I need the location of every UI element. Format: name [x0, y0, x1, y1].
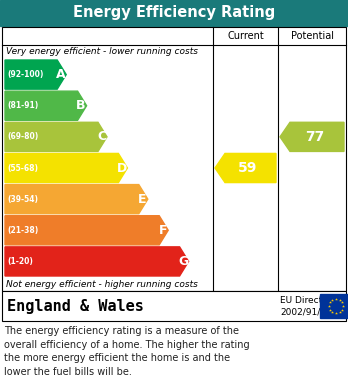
Text: Current: Current — [227, 31, 264, 41]
Polygon shape — [5, 185, 148, 214]
Text: (1-20): (1-20) — [7, 257, 33, 266]
Bar — [320, 294, 348, 318]
Text: (21-38): (21-38) — [7, 226, 38, 235]
Bar — [0, 0, 348, 26]
Polygon shape — [5, 247, 189, 276]
Text: B: B — [76, 99, 86, 112]
Polygon shape — [5, 60, 66, 89]
Text: Energy Efficiency Rating: Energy Efficiency Rating — [73, 5, 275, 20]
Text: G: G — [178, 255, 188, 268]
Polygon shape — [280, 122, 344, 151]
Text: D: D — [117, 161, 127, 174]
Polygon shape — [5, 122, 107, 151]
Text: F: F — [158, 224, 167, 237]
Polygon shape — [5, 153, 127, 183]
Text: (81-91): (81-91) — [7, 101, 38, 110]
Text: 77: 77 — [305, 130, 324, 144]
Text: A: A — [56, 68, 65, 81]
Polygon shape — [5, 216, 168, 245]
Text: E: E — [138, 193, 147, 206]
Text: (55-68): (55-68) — [7, 163, 38, 172]
Text: (69-80): (69-80) — [7, 133, 38, 142]
Text: (92-100): (92-100) — [7, 70, 44, 79]
Bar — [2, 27, 346, 291]
Text: Very energy efficient - lower running costs: Very energy efficient - lower running co… — [6, 47, 198, 57]
Text: Potential: Potential — [291, 31, 333, 41]
Polygon shape — [5, 91, 87, 120]
Bar — [2, 291, 346, 321]
Text: 59: 59 — [238, 161, 258, 175]
Text: C: C — [97, 130, 106, 143]
Text: The energy efficiency rating is a measure of the
overall efficiency of a home. T: The energy efficiency rating is a measur… — [4, 326, 250, 377]
Text: England & Wales: England & Wales — [7, 298, 144, 314]
Text: (39-54): (39-54) — [7, 195, 38, 204]
Text: EU Directive
2002/91/EC: EU Directive 2002/91/EC — [280, 296, 336, 316]
Polygon shape — [215, 153, 276, 183]
Text: Not energy efficient - higher running costs: Not energy efficient - higher running co… — [6, 280, 198, 289]
